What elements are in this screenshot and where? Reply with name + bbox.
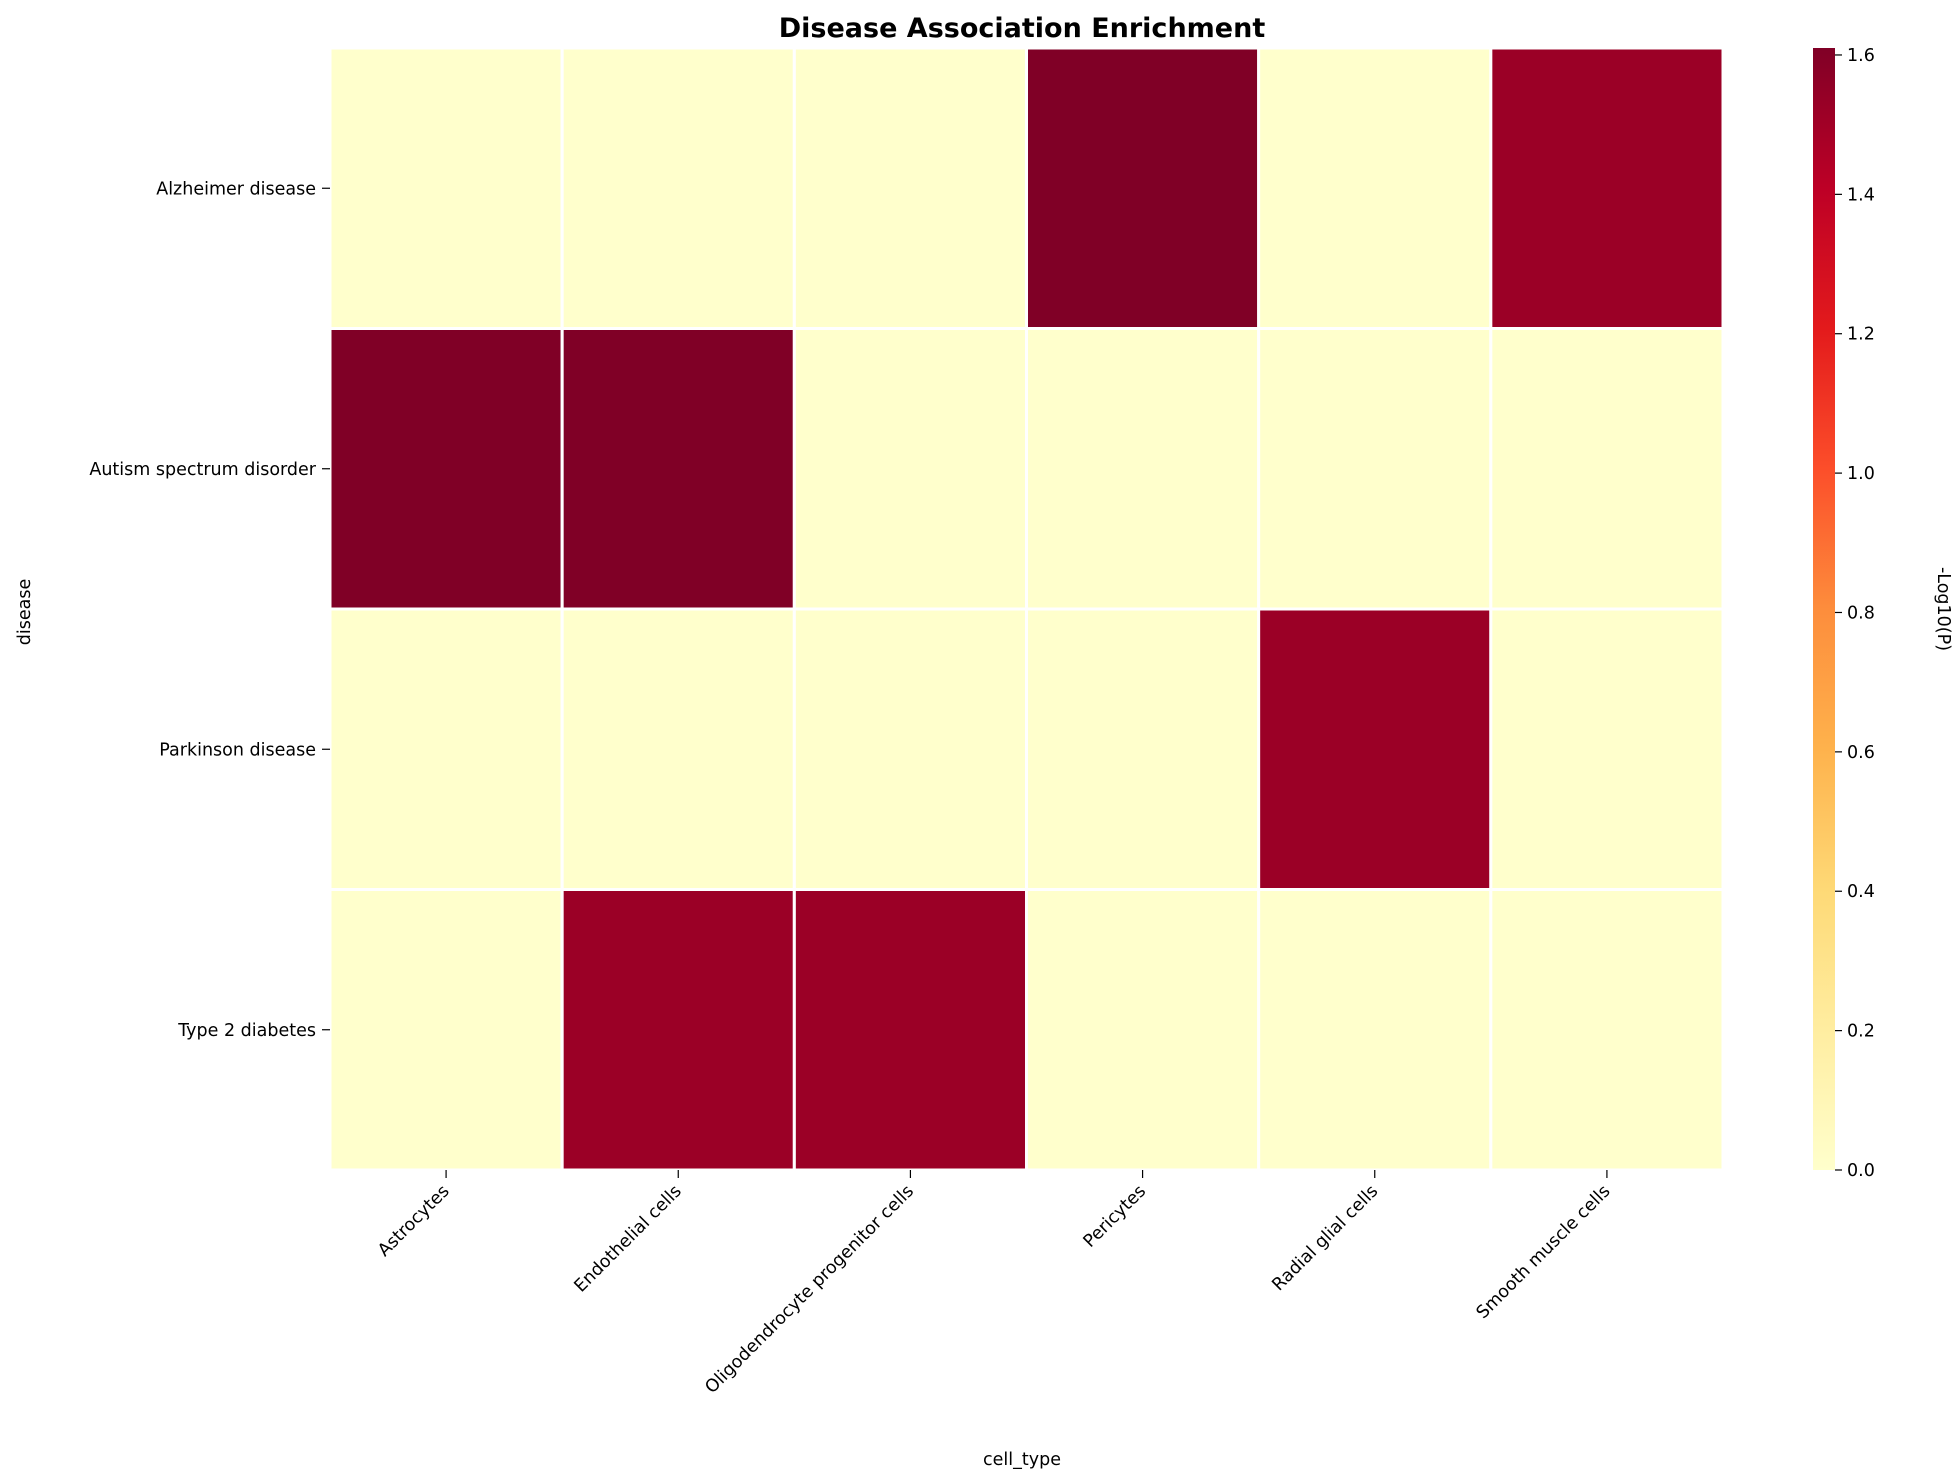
heatmap-cells [328,46,1725,1172]
heatmap-cell [1257,46,1493,330]
y-axis-ticks: Alzheimer disease Autism spectrum disorde… [89,179,330,1041]
colorbar-tick-label: 1.6 [1847,46,1875,66]
heatmap-cell [1025,46,1261,330]
x-tick-label: Smooth muscle cells [1473,1181,1615,1323]
heatmap-cell [560,888,796,1172]
x-tick-label: Astrocytes [374,1181,453,1260]
y-tick-label: Type 2 diabetes [177,1021,316,1041]
y-tick-label: Alzheimer disease [156,179,316,199]
x-axis-label: cell_type [983,1450,1061,1470]
y-tick-label: Parkinson disease [159,740,316,760]
colorbar-tick-label: 1.2 [1847,325,1875,345]
heatmap-cell [1489,607,1725,891]
heatmap-cell [1489,327,1725,611]
heatmap-cell [328,888,564,1172]
heatmap-cell [1025,607,1261,891]
colorbar-tick-label: 0.8 [1847,603,1875,623]
heatmap-cell [560,46,796,330]
colorbar-label: -Log10(P) [1933,567,1953,651]
x-tick-label: Radial glial cells [1269,1181,1383,1295]
heatmap-cell [792,607,1028,891]
heatmap-cell [792,46,1028,330]
heatmap-cell [560,607,796,891]
colorbar-tick-label: 1.4 [1847,185,1875,205]
heatmap-cell [1257,327,1493,611]
heatmap-cell [560,327,796,611]
heatmap-cell [1489,888,1725,1172]
chart-title: Disease Association Enrichment [779,13,1266,44]
heatmap-cell [1025,888,1261,1172]
colorbar-tick-label: 0.0 [1847,1161,1875,1181]
colorbar-ticks: 0.0 0.2 0.4 0.6 0.8 1.0 1.2 1.4 1.6 [1835,46,1875,1181]
heatmap-cell [1257,607,1493,891]
heatmap-cell [328,46,564,330]
heatmap-cell [1025,327,1261,611]
colorbar-tick-label: 0.4 [1847,882,1875,902]
colorbar-tick-label: 0.6 [1847,743,1875,763]
heatmap-cell [792,888,1028,1172]
colorbar-tick-label: 0.2 [1847,1022,1875,1042]
colorbar-tick-label: 1.0 [1847,464,1875,484]
colorbar-gradient [1813,48,1835,1170]
colorbar: 0.0 0.2 0.4 0.6 0.8 1.0 1.2 1.4 1.6 -Log10(P) [1813,46,1953,1181]
heatmap-cell [328,327,564,611]
heatmap-cell [1257,888,1493,1172]
heatmap-cell [328,607,564,891]
x-tick-label: Oligodendrocyte progenitor cells [702,1181,918,1397]
y-tick-label: Autism spectrum disorder [89,460,316,480]
x-tick-label: Endothelial cells [571,1181,686,1296]
heatmap-cell [792,327,1028,611]
y-axis-label: disease [15,579,35,645]
x-tick-label: Pericytes [1080,1181,1150,1251]
x-axis-ticks: Astrocytes Endothelial cells Oligodendrocy… [374,1170,1614,1398]
heatmap-cell [1489,46,1725,330]
